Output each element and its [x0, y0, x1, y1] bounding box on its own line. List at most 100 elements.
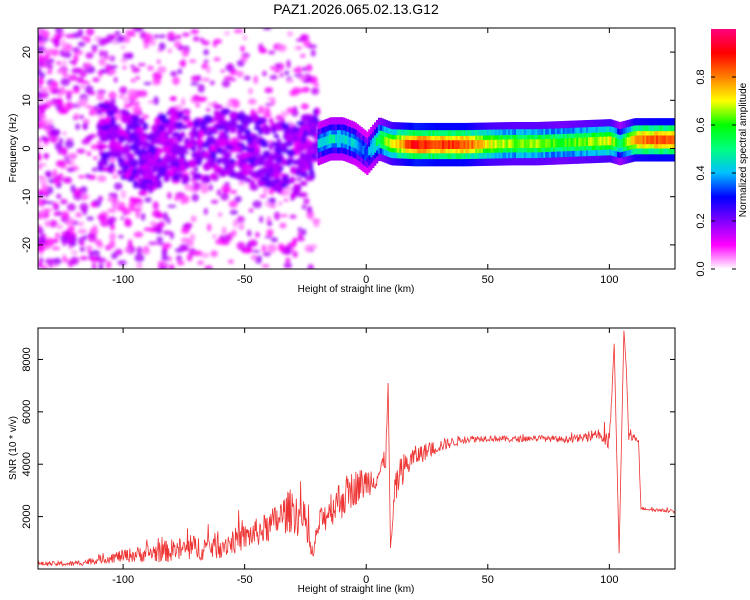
spectrogram-cluster: [277, 138, 282, 145]
ridge-cell: [514, 139, 517, 149]
bottom-x-tick-label: -100: [112, 574, 134, 586]
spectrogram-speckle: [51, 87, 61, 95]
ridge-cell: [673, 135, 675, 145]
spectrogram-speckle: [62, 254, 67, 263]
ridge-cell: [430, 140, 433, 149]
spectrogram-cluster: [187, 159, 198, 168]
spectrogram-speckle: [137, 63, 146, 67]
spectrogram-speckle: [174, 195, 180, 202]
spectrogram-cluster: [133, 136, 141, 145]
spectrogram-speckle: [97, 242, 104, 249]
spectrogram-speckle: [69, 232, 77, 236]
spectrogram-speckle: [221, 226, 227, 235]
spectrogram-speckle: [289, 214, 297, 219]
spectrogram-cluster: [310, 153, 318, 160]
ridge-cell: [506, 139, 509, 149]
spectrogram-speckle: [38, 195, 41, 202]
ridge-cell: [584, 137, 587, 147]
ridge-cell: [527, 139, 530, 149]
spectrogram-cluster: [193, 119, 200, 128]
spectrogram-cluster: [117, 135, 127, 142]
spectrogram-speckle: [38, 199, 44, 207]
spectrogram-cluster: [189, 134, 195, 144]
top-x-tick-label: 50: [482, 274, 494, 286]
ridge-cell: [438, 140, 441, 149]
spectrogram-cluster: [132, 122, 141, 128]
spectrogram-speckle: [80, 83, 85, 90]
ridge-cell: [467, 140, 470, 149]
spectrogram-speckle: [210, 199, 219, 204]
ridge-cell: [640, 135, 643, 145]
spectrogram-cluster: [286, 149, 296, 157]
ridge-cell: [416, 140, 420, 149]
bottom-y-tick-label: 6000: [21, 400, 33, 424]
spectrogram-cluster: [130, 158, 139, 168]
ridge-cell: [348, 137, 352, 146]
spectrogram-speckle: [206, 223, 212, 232]
spectrogram-speckle: [136, 262, 143, 269]
spectrogram-speckle: [176, 260, 185, 266]
spectrogram-speckle: [169, 96, 177, 102]
spectrogram-cluster: [171, 165, 177, 172]
spectrogram-speckle: [118, 94, 125, 99]
spectrogram-speckle: [238, 181, 246, 186]
spectrogram-speckle: [38, 141, 42, 146]
spectrogram-speckle: [62, 51, 72, 59]
spectrogram-speckle: [140, 212, 146, 221]
spectrogram-speckle: [129, 196, 136, 202]
bottom-y-tick-label: 4000: [21, 452, 33, 476]
spectrogram-speckle: [167, 48, 172, 54]
ridge-cell: [381, 135, 385, 145]
spectrogram-speckle: [181, 48, 190, 57]
top-y-tick-label: 20: [21, 46, 33, 58]
spectrogram-speckle: [172, 76, 180, 85]
spectrogram-cluster: [260, 176, 269, 182]
spectrogram-speckle: [105, 63, 110, 73]
spectrogram-cluster: [297, 165, 306, 170]
spectrogram-speckle: [111, 41, 120, 45]
spectrogram-speckle: [91, 224, 98, 234]
spectrogram-speckle: [177, 45, 187, 50]
spectrogram-cluster: [125, 154, 134, 160]
spectrogram-cluster: [152, 166, 157, 173]
spectrogram-cluster: [170, 115, 175, 124]
spectrogram-cluster: [271, 126, 277, 135]
ridge-cell: [669, 135, 672, 145]
spectrogram-cluster: [156, 180, 163, 189]
spectrogram-speckle: [262, 70, 267, 77]
spectrogram-cluster: [160, 118, 167, 124]
spectrogram-speckle: [277, 243, 285, 252]
spectrogram-speckle: [44, 153, 49, 160]
spectrogram-cluster: [240, 151, 247, 158]
spectrogram-cluster: [139, 183, 148, 190]
spectrogram-speckle: [197, 260, 205, 266]
ridge-cell: [531, 139, 534, 149]
spectrogram-speckle: [81, 36, 87, 40]
spectrogram-speckle: [77, 228, 88, 234]
spectrogram-speckle: [283, 198, 289, 202]
spectrogram-speckle: [229, 209, 238, 215]
ridge-cell: [407, 139, 410, 149]
ridge-cell: [477, 140, 480, 149]
spectrogram-cluster: [141, 145, 147, 151]
ridge-cell: [576, 137, 579, 147]
spectrogram-speckle: [203, 49, 210, 56]
spectrogram-speckle: [66, 217, 75, 226]
spectrogram-cluster: [106, 129, 112, 135]
spectrogram-speckle: [262, 28, 272, 31]
spectrogram-speckle: [97, 175, 107, 183]
spectrogram-cluster: [291, 185, 302, 194]
spectrogram-speckle: [239, 221, 244, 229]
ridge-cell: [494, 139, 497, 149]
spectrogram-cluster: [218, 168, 228, 178]
spectrogram-speckle: [105, 34, 115, 43]
ridge-cell: [432, 140, 435, 149]
spectrogram-speckle: [190, 215, 197, 223]
spectrogram-cluster: [99, 134, 109, 143]
spectrogram-speckle: [240, 247, 246, 252]
spectrogram-speckle: [227, 63, 233, 69]
ridge-cell: [570, 137, 573, 147]
spectrogram-speckle: [203, 207, 208, 216]
spectrogram-cluster: [220, 109, 231, 115]
